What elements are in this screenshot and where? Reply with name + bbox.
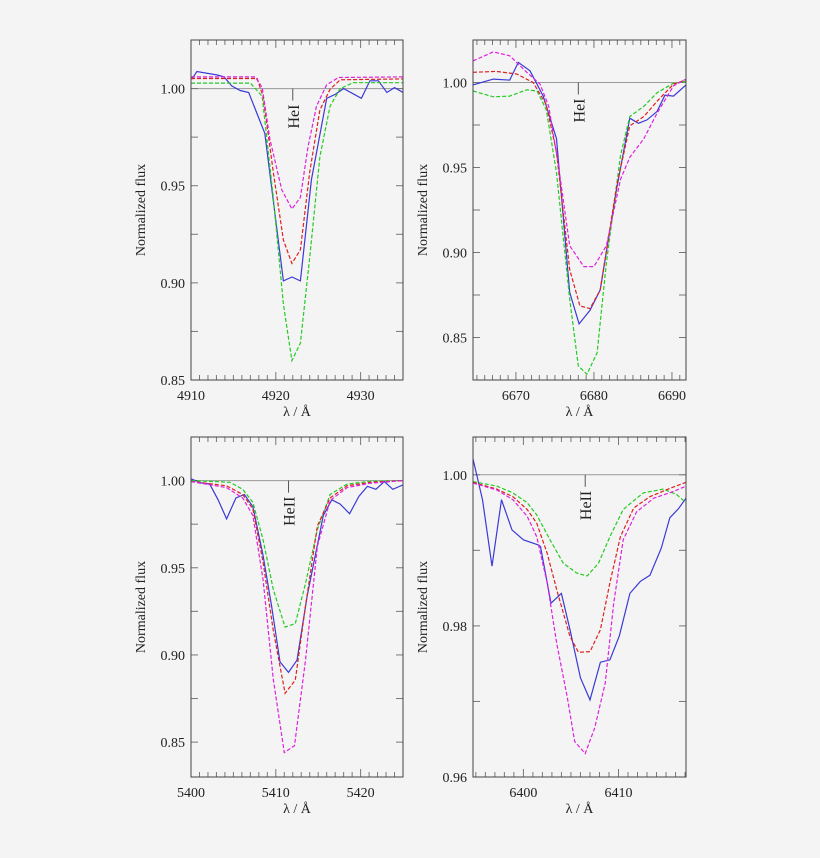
line-label: HeI (286, 105, 303, 129)
series-line-3 (473, 481, 686, 653)
series-line-4 (191, 76, 403, 211)
series-line-2 (191, 82, 403, 363)
series-line-4 (473, 51, 686, 268)
y-tick-label: 0.85 (161, 374, 186, 389)
y-tick-label: 1.00 (443, 77, 468, 92)
x-axis-label: λ / Å (566, 404, 595, 420)
series-group (191, 70, 403, 363)
series-line-2 (473, 80, 686, 376)
line-label: HeI (571, 99, 588, 123)
series-line-4 (473, 482, 686, 755)
panel-1: HeI 4910 4920 4930 0.85 0.90 0.95 1.00 λ / Å Norm… (134, 39, 404, 420)
x-tick-label: 5400 (177, 786, 205, 801)
y-tick-label: 0.95 (443, 162, 468, 177)
x-tick-label: 6400 (509, 786, 537, 801)
plot-frame (190, 436, 404, 778)
series-line-4 (191, 480, 403, 754)
y-tick-label: 0.85 (443, 332, 468, 347)
y-tick-label: 0.95 (161, 180, 186, 195)
y-axis-label: Normalized flux (134, 164, 149, 256)
x-axis-label: λ / Å (283, 801, 312, 817)
x-tick-label: 6670 (502, 389, 530, 404)
line-label: HeII (578, 491, 595, 520)
series-line-1 (473, 458, 686, 702)
series-line-3 (191, 480, 403, 695)
series-group (473, 458, 686, 755)
y-axis-label: Normalized flux (416, 164, 431, 256)
y-axis-label: Normalized flux (134, 561, 149, 653)
series-line-3 (191, 77, 403, 265)
y-tick-label: 0.90 (161, 649, 186, 664)
plot-frame (472, 436, 687, 778)
x-axis-label: λ / Å (566, 801, 595, 817)
x-tick-label: 6410 (604, 786, 632, 801)
y-tick-label: 1.00 (161, 83, 186, 98)
panel-4: HeII 6400 6410 0.96 0.98 1.00 λ / Å Normalized … (416, 436, 687, 817)
series-line-1 (191, 478, 403, 674)
series-line-1 (473, 61, 686, 326)
x-tick-label: 5410 (262, 786, 290, 801)
series-group (191, 478, 403, 754)
series-group (473, 51, 686, 376)
x-tick-label: 5420 (347, 786, 375, 801)
panel-3: HeII 5400 5410 5420 0.85 0.90 0.95 1.00 λ / Å Nor… (134, 436, 404, 817)
plot-frame (472, 39, 687, 381)
series-line-2 (473, 481, 686, 577)
y-tick-label: 0.98 (443, 620, 468, 635)
y-tick-label: 1.00 (161, 475, 186, 490)
y-tick-label: 0.95 (161, 562, 186, 577)
series-line-2 (191, 480, 403, 628)
series-line-3 (473, 70, 686, 310)
series-line-1 (191, 70, 403, 282)
y-tick-label: 1.00 (443, 469, 468, 484)
x-tick-label: 4930 (347, 389, 375, 404)
x-tick-label: 6680 (580, 389, 608, 404)
plot-frame (190, 39, 404, 381)
y-tick-label: 0.85 (161, 736, 186, 751)
x-tick-label: 6690 (658, 389, 686, 404)
y-tick-label: 0.90 (443, 247, 468, 262)
y-axis-label: Normalized flux (416, 561, 431, 653)
panel-2: HeI 6670 6680 6690 0.85 0.90 0.95 1.00 λ / Å Norm… (416, 39, 687, 420)
x-tick-label: 4920 (262, 389, 290, 404)
line-label: HeII (282, 497, 299, 526)
y-tick-label: 0.90 (161, 277, 186, 292)
x-tick-label: 4910 (177, 389, 205, 404)
x-axis-label: λ / Å (283, 404, 312, 420)
y-tick-label: 0.96 (443, 771, 468, 786)
